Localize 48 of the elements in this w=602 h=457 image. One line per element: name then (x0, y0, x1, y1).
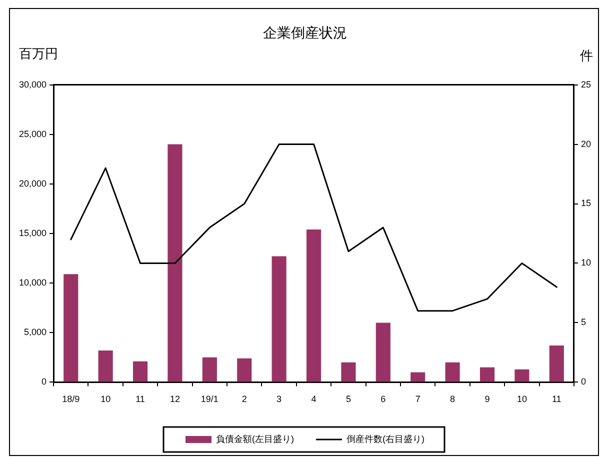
bar (341, 362, 356, 382)
y-tick-label: 30,000 (18, 79, 47, 90)
x-tick-label: 10 (516, 394, 527, 404)
bar (272, 256, 286, 382)
y2-tick-label: 5 (580, 317, 586, 328)
bar (480, 367, 495, 382)
y2-tick-label: 20 (580, 138, 592, 149)
x-tick-label: 3 (276, 394, 282, 404)
x-tick-label: 7 (415, 394, 420, 404)
y-axis-title: 百万円 (19, 46, 58, 61)
x-tick-label: 5 (346, 394, 351, 404)
y-tick-label: 15,000 (18, 228, 47, 238)
bar (202, 357, 217, 382)
legend-label: 倒産件数(右目盛り) (346, 434, 424, 444)
y-tick-label: 0 (42, 376, 47, 387)
legend-label: 負債金額(左目盛り) (216, 434, 294, 444)
x-tick-label: 4 (311, 394, 316, 404)
y-tick-label: 25,000 (18, 128, 47, 139)
bar (64, 274, 78, 382)
x-tick-label: 11 (552, 394, 562, 404)
bar (445, 362, 460, 382)
x-tick-label: 12 (170, 394, 180, 404)
y2-tick-label: 10 (580, 258, 592, 268)
bar (237, 358, 252, 382)
x-tick-label: 19/1 (200, 394, 218, 404)
x-tick-label: 9 (484, 394, 490, 404)
bar (98, 350, 113, 382)
x-tick-label: 11 (136, 394, 145, 404)
bar (168, 144, 182, 382)
x-tick-label: 6 (380, 394, 386, 404)
y2-tick-label: 15 (580, 198, 592, 208)
bar (410, 372, 426, 382)
bar (306, 230, 322, 382)
y-tick-label: 20,000 (18, 178, 47, 188)
x-tick-label: 18/9 (62, 394, 80, 404)
bar (132, 361, 148, 382)
bar (376, 322, 390, 382)
x-tick-label: 2 (242, 394, 247, 404)
y-tick-label: 5,000 (24, 327, 47, 338)
y2-tick-label: 0 (580, 376, 586, 387)
x-tick-label: 10 (100, 394, 111, 404)
y2-axis-title: 件 (580, 48, 593, 63)
chart-title: 企業倒産状況 (263, 24, 347, 40)
x-tick-label: 8 (450, 394, 456, 404)
y2-tick-label: 25 (580, 79, 592, 90)
y-tick-label: 10,000 (18, 278, 47, 288)
bar (549, 346, 564, 382)
bar (514, 369, 530, 382)
